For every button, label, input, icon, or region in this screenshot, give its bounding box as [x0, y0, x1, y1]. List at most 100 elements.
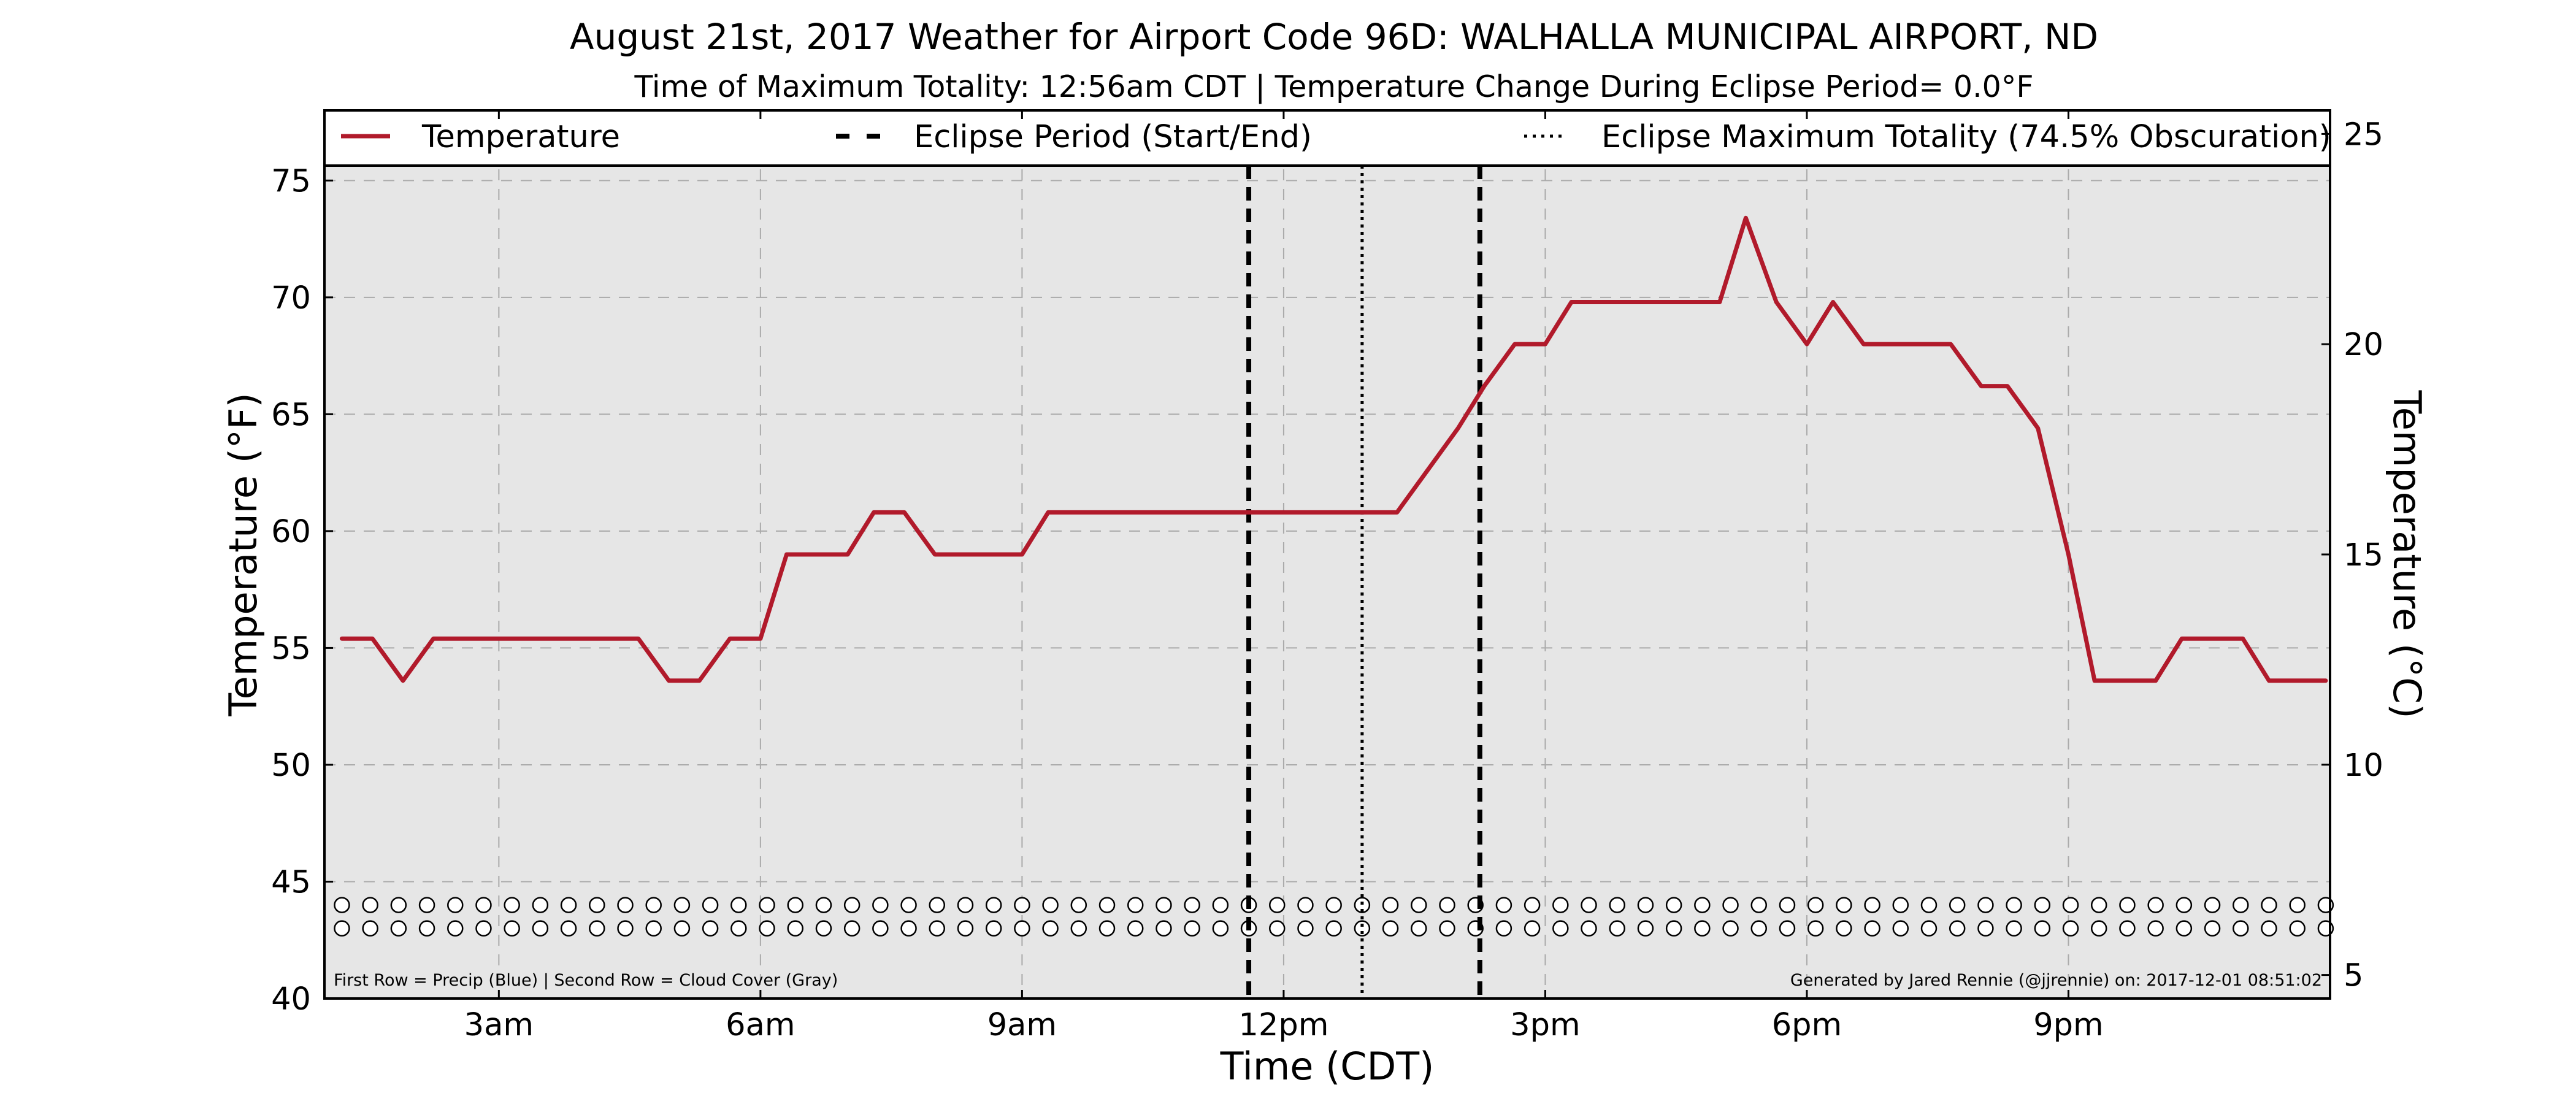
marker-circle	[1665, 897, 1682, 913]
marker-circle	[1949, 897, 1966, 913]
marker-rows	[334, 897, 2334, 937]
temperature-point	[759, 637, 762, 640]
marker-circle	[759, 897, 775, 913]
marker-circle	[1354, 897, 1371, 913]
temperature-point	[432, 637, 435, 640]
marker-circle	[1354, 920, 1371, 937]
marker-circle	[1325, 920, 1342, 937]
temperature-point	[2154, 679, 2158, 683]
y-tick-label: 65	[271, 397, 311, 433]
marker-circle	[985, 920, 1002, 937]
temperature-point	[493, 637, 496, 640]
marker-circle	[475, 920, 492, 937]
marker-circle	[815, 920, 832, 937]
temperature-point	[2006, 385, 2009, 388]
marker-circle	[1581, 897, 1597, 913]
temperature-point	[340, 637, 343, 640]
marker-circle	[1779, 920, 1796, 937]
temperature-point	[1892, 342, 1896, 346]
marker-circle	[617, 920, 634, 937]
y-axis-label: Temperature (°F)	[221, 393, 266, 716]
temperature-point	[2210, 637, 2214, 640]
marker-circle	[1156, 897, 1172, 913]
temperature-point	[785, 553, 789, 556]
footnote-right: Generated by Jared Rennie (@jjrennie) on…	[1790, 971, 2322, 990]
marker-circle	[1920, 920, 1938, 937]
marker-circle	[1411, 897, 1427, 913]
y2-axis-label: Temperature (°C)	[2385, 389, 2429, 718]
temperature-point	[1195, 510, 1198, 514]
marker-circle	[900, 897, 917, 913]
marker-circle	[1892, 897, 1909, 913]
marker-circle	[2147, 897, 2164, 913]
temperature-point	[580, 637, 583, 640]
temperature-point	[637, 637, 640, 640]
marker-circle	[447, 897, 464, 913]
marker-circle	[1977, 920, 1994, 937]
marker-circle	[702, 897, 719, 913]
chart-subtitle: Time of Maximum Totality: 12:56am CDT | …	[634, 69, 2033, 104]
x-tick-label: 9pm	[2033, 1007, 2104, 1043]
marker-circle	[1156, 920, 1172, 937]
temperature-point	[1077, 510, 1081, 514]
marker-circle	[2062, 920, 2079, 937]
marker-circle	[1325, 897, 1342, 913]
marker-circle	[2289, 897, 2306, 913]
marker-circle	[1297, 897, 1314, 913]
marker-circle	[1637, 897, 1654, 913]
marker-circle	[1070, 897, 1087, 913]
y-tick-label: 75	[271, 163, 311, 199]
marker-circle	[1042, 897, 1059, 913]
temperature-point	[1282, 510, 1286, 514]
marker-circle	[2006, 897, 2022, 913]
marker-circle	[532, 897, 549, 913]
marker-circle	[730, 897, 747, 913]
temperature-point	[1718, 300, 1722, 304]
marker-circle	[1892, 920, 1909, 937]
x-axis-label: Time (CDT)	[1220, 1044, 1435, 1089]
marker-circle	[1722, 920, 1739, 937]
marker-circle	[1411, 920, 1427, 937]
temperature-point	[1308, 510, 1312, 514]
marker-circle	[900, 920, 917, 937]
marker-circle	[673, 920, 691, 937]
marker-circle	[2261, 897, 2277, 913]
marker-circle	[2233, 920, 2249, 937]
marker-circle	[1977, 897, 1994, 913]
x-axis: 3am 6am 9am 12pm 3pm 6pm 9pm	[464, 110, 2104, 1043]
marker-circle	[1836, 897, 1852, 913]
temperature-point	[1631, 300, 1635, 304]
temperature-point	[1456, 426, 1460, 430]
marker-circle	[1949, 920, 1966, 937]
marker-circle	[1750, 897, 1768, 913]
marker-circle	[1807, 897, 1824, 913]
y-tick-label: 55	[271, 631, 311, 667]
marker-circle	[504, 897, 520, 913]
y-tick-label: 40	[271, 981, 311, 1018]
y2-tick-label: 20	[2344, 327, 2383, 363]
marker-circle	[390, 920, 407, 937]
y2-tick-label: 15	[2344, 537, 2383, 573]
marker-circle	[730, 920, 747, 937]
x-tick-label: 6pm	[1772, 1007, 1842, 1043]
marker-circle	[2006, 920, 2022, 937]
marker-circle	[1070, 920, 1087, 937]
marker-circle	[1750, 920, 1768, 937]
legend-eclipse-period-label: Eclipse Period (Start/End)	[914, 119, 1312, 155]
y-axis-right: 5 10 15 20 25	[2321, 117, 2383, 994]
temperature-point	[1133, 510, 1137, 514]
temperature-point	[1513, 342, 1517, 346]
temperature-point	[1426, 469, 1430, 472]
marker-circle	[645, 897, 662, 913]
marker-circle	[957, 897, 974, 913]
marker-circle	[1382, 920, 1399, 937]
marker-circle	[815, 897, 832, 913]
marker-circle	[362, 920, 378, 937]
temperature-point	[523, 637, 527, 640]
marker-circle	[872, 920, 889, 937]
marker-circle	[418, 897, 435, 913]
footnote-left: First Row = Precip (Blue) | Second Row =…	[334, 971, 838, 990]
temperature-point	[1805, 342, 1809, 346]
temperature-point	[2324, 679, 2328, 683]
temperature-point	[1600, 300, 1604, 304]
